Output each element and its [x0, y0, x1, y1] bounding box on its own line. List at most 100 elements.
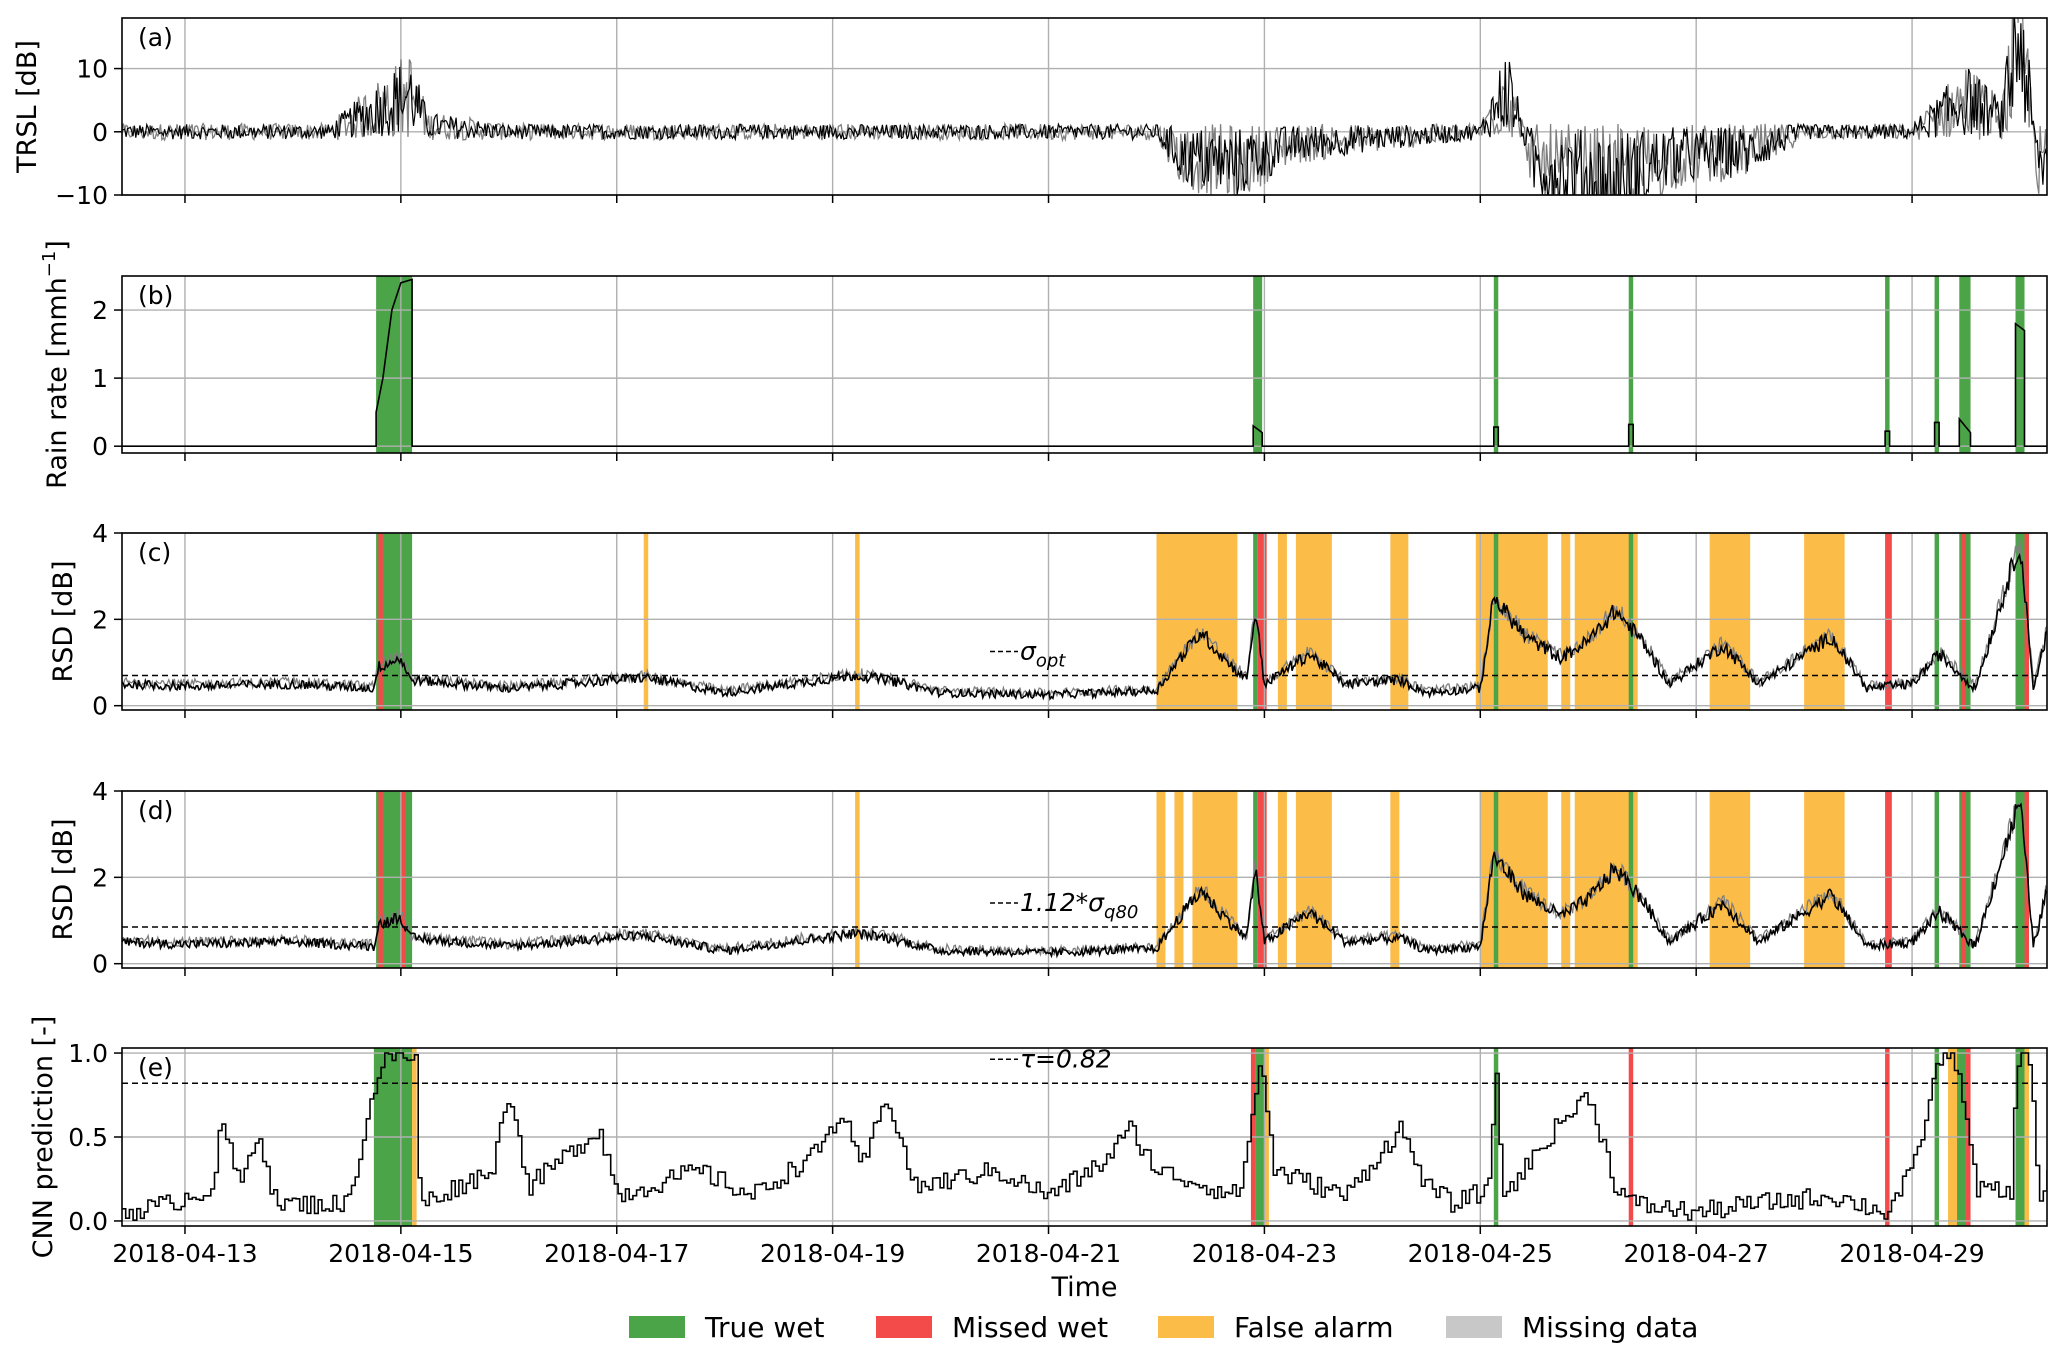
shade-false-alarm: [643, 533, 649, 710]
shade-true-wet: [1493, 533, 1499, 710]
y-tick-label: 1.0: [68, 1039, 108, 1068]
panel-e: τ=0.82 0.0 0.5 1.0 (e) CNN prediction [-]: [28, 1016, 2048, 1259]
y-tick-label: 0: [92, 692, 108, 721]
series-line: [122, 802, 2047, 959]
shade-false-alarm: [1390, 791, 1400, 968]
series-line: [122, 18, 2047, 195]
y-axis-label: RSD [dB]: [48, 818, 79, 940]
shade-missed-wet: [1961, 791, 1967, 968]
y-tick-label: 2: [92, 863, 108, 892]
shade-true-wet: [1628, 791, 1634, 968]
shade-false-alarm: [1561, 791, 1571, 968]
series-line: [122, 278, 2047, 447]
panel-frame: [121, 17, 2048, 196]
series-line: [122, 1052, 2047, 1221]
shade-missed-wet: [400, 791, 406, 968]
panel-a: −10 0 10 (a) TRSL [dB]: [12, 17, 2048, 210]
y-tick-label: 2: [92, 296, 108, 325]
panel-frame: [121, 275, 2048, 454]
shade-true-wet: [1493, 791, 1499, 968]
y-tick-label: 0: [92, 432, 108, 461]
y-tick-label: −10: [55, 181, 108, 210]
legend-label: False alarm: [1234, 1311, 1394, 1344]
y-tick-label: 0: [92, 950, 108, 979]
x-tick-label: 2018-04-23: [1192, 1239, 1337, 1268]
shade-true-wet: [1253, 791, 1258, 968]
panel-c-series: [122, 537, 2047, 701]
panel-frame: [121, 532, 2048, 711]
panel-a-series: [122, 18, 2047, 195]
shade-false-alarm: [1390, 533, 1409, 710]
panel-label: (c): [138, 538, 171, 567]
shade-false-alarm: [1277, 791, 1287, 968]
y-axis-label: RSD [dB]: [48, 560, 79, 682]
panel-d: 1.12*σq80 0 2 4 (d) RSD [dB]: [48, 777, 2048, 979]
shade-true-wet: [2015, 276, 2025, 453]
y-tick-label: 0.0: [68, 1207, 108, 1236]
shade-false-alarm: [1561, 533, 1571, 710]
x-tick-label: 2018-04-29: [1839, 1239, 1984, 1268]
panel-frame: [121, 790, 2048, 969]
shade-false-alarm: [1174, 791, 1184, 968]
shade-false-alarm: [1295, 533, 1332, 710]
shade-true-wet: [2015, 791, 2025, 968]
panel-e-series: [122, 1052, 2047, 1221]
panel-label: (b): [138, 281, 173, 310]
series-line: [122, 552, 2047, 701]
panel-label: (a): [138, 23, 173, 52]
x-tick-label: 2018-04-21: [976, 1239, 1121, 1268]
shade-false-alarm: [1475, 533, 1481, 710]
shade-true-wet: [1934, 533, 1940, 710]
shade-missed-wet: [1885, 533, 1892, 710]
shade-missed-wet: [378, 791, 383, 968]
y-axis-label: TRSL [dB]: [12, 40, 43, 174]
shade-true-wet: [1934, 791, 1940, 968]
shade-missed-wet: [2024, 533, 2030, 710]
shade-true-wet: [1885, 276, 1890, 453]
legend-swatch: [629, 1316, 685, 1338]
shade-false-alarm: [855, 533, 860, 710]
x-tick-label: 2018-04-15: [328, 1239, 473, 1268]
y-tick-label: 1: [92, 364, 108, 393]
legend-label: Missed wet: [952, 1311, 1108, 1344]
shade-false-alarm: [1709, 533, 1751, 710]
panel-b: 0 1 2 (b) Rain rate [mmh−1]: [39, 240, 2048, 489]
x-tick-label: 2018-04-13: [112, 1239, 257, 1268]
shade-false-alarm: [855, 791, 860, 968]
shade-false-alarm: [1804, 533, 1845, 710]
threshold-label: τ=0.82: [1020, 1044, 1112, 1073]
shade-false-alarm: [1295, 791, 1332, 968]
panel-b-series: [122, 278, 2047, 447]
panel-c-shading: [376, 533, 2030, 710]
x-tick-label: 2018-04-27: [1624, 1239, 1769, 1268]
panel-d-series: [122, 801, 2047, 959]
shade-false-alarm: [1156, 533, 1238, 710]
y-tick-label: 0: [92, 118, 108, 147]
shade-missed-wet: [1257, 791, 1267, 968]
threshold-label: 1.12*σq80: [1020, 888, 1138, 923]
legend-label: Missing data: [1522, 1311, 1698, 1344]
x-axis-label: Time: [1050, 1272, 1117, 1303]
shade-missed-wet: [1885, 791, 1892, 968]
panel-b-shading: [376, 276, 2025, 453]
y-axis-label: CNN prediction [-]: [28, 1016, 59, 1259]
shade-true-wet: [1628, 276, 1634, 453]
shade-false-alarm: [1192, 791, 1238, 968]
shade-true-wet: [1959, 276, 1971, 453]
shade-false-alarm: [1804, 791, 1845, 968]
legend: True wet Missed wet False alarm Missing dat…: [629, 1311, 1698, 1344]
legend-swatch: [1446, 1316, 1502, 1338]
y-axis-label: Rain rate [mmh−1]: [39, 240, 73, 489]
legend-label: True wet: [704, 1311, 825, 1344]
panel-d-shading: [376, 791, 2030, 968]
shade-false-alarm: [1277, 533, 1287, 710]
y-tick-label: 0.5: [68, 1123, 108, 1152]
shade-true-wet: [2015, 533, 2025, 710]
shade-missed-wet: [1257, 533, 1267, 710]
legend-swatch: [1158, 1316, 1214, 1338]
panel-c: σopt 0 2 4 (c) RSD [dB]: [48, 519, 2048, 721]
shade-false-alarm: [1709, 791, 1751, 968]
shade-true-wet: [1493, 276, 1499, 453]
panel-a-grid: [122, 18, 2047, 196]
